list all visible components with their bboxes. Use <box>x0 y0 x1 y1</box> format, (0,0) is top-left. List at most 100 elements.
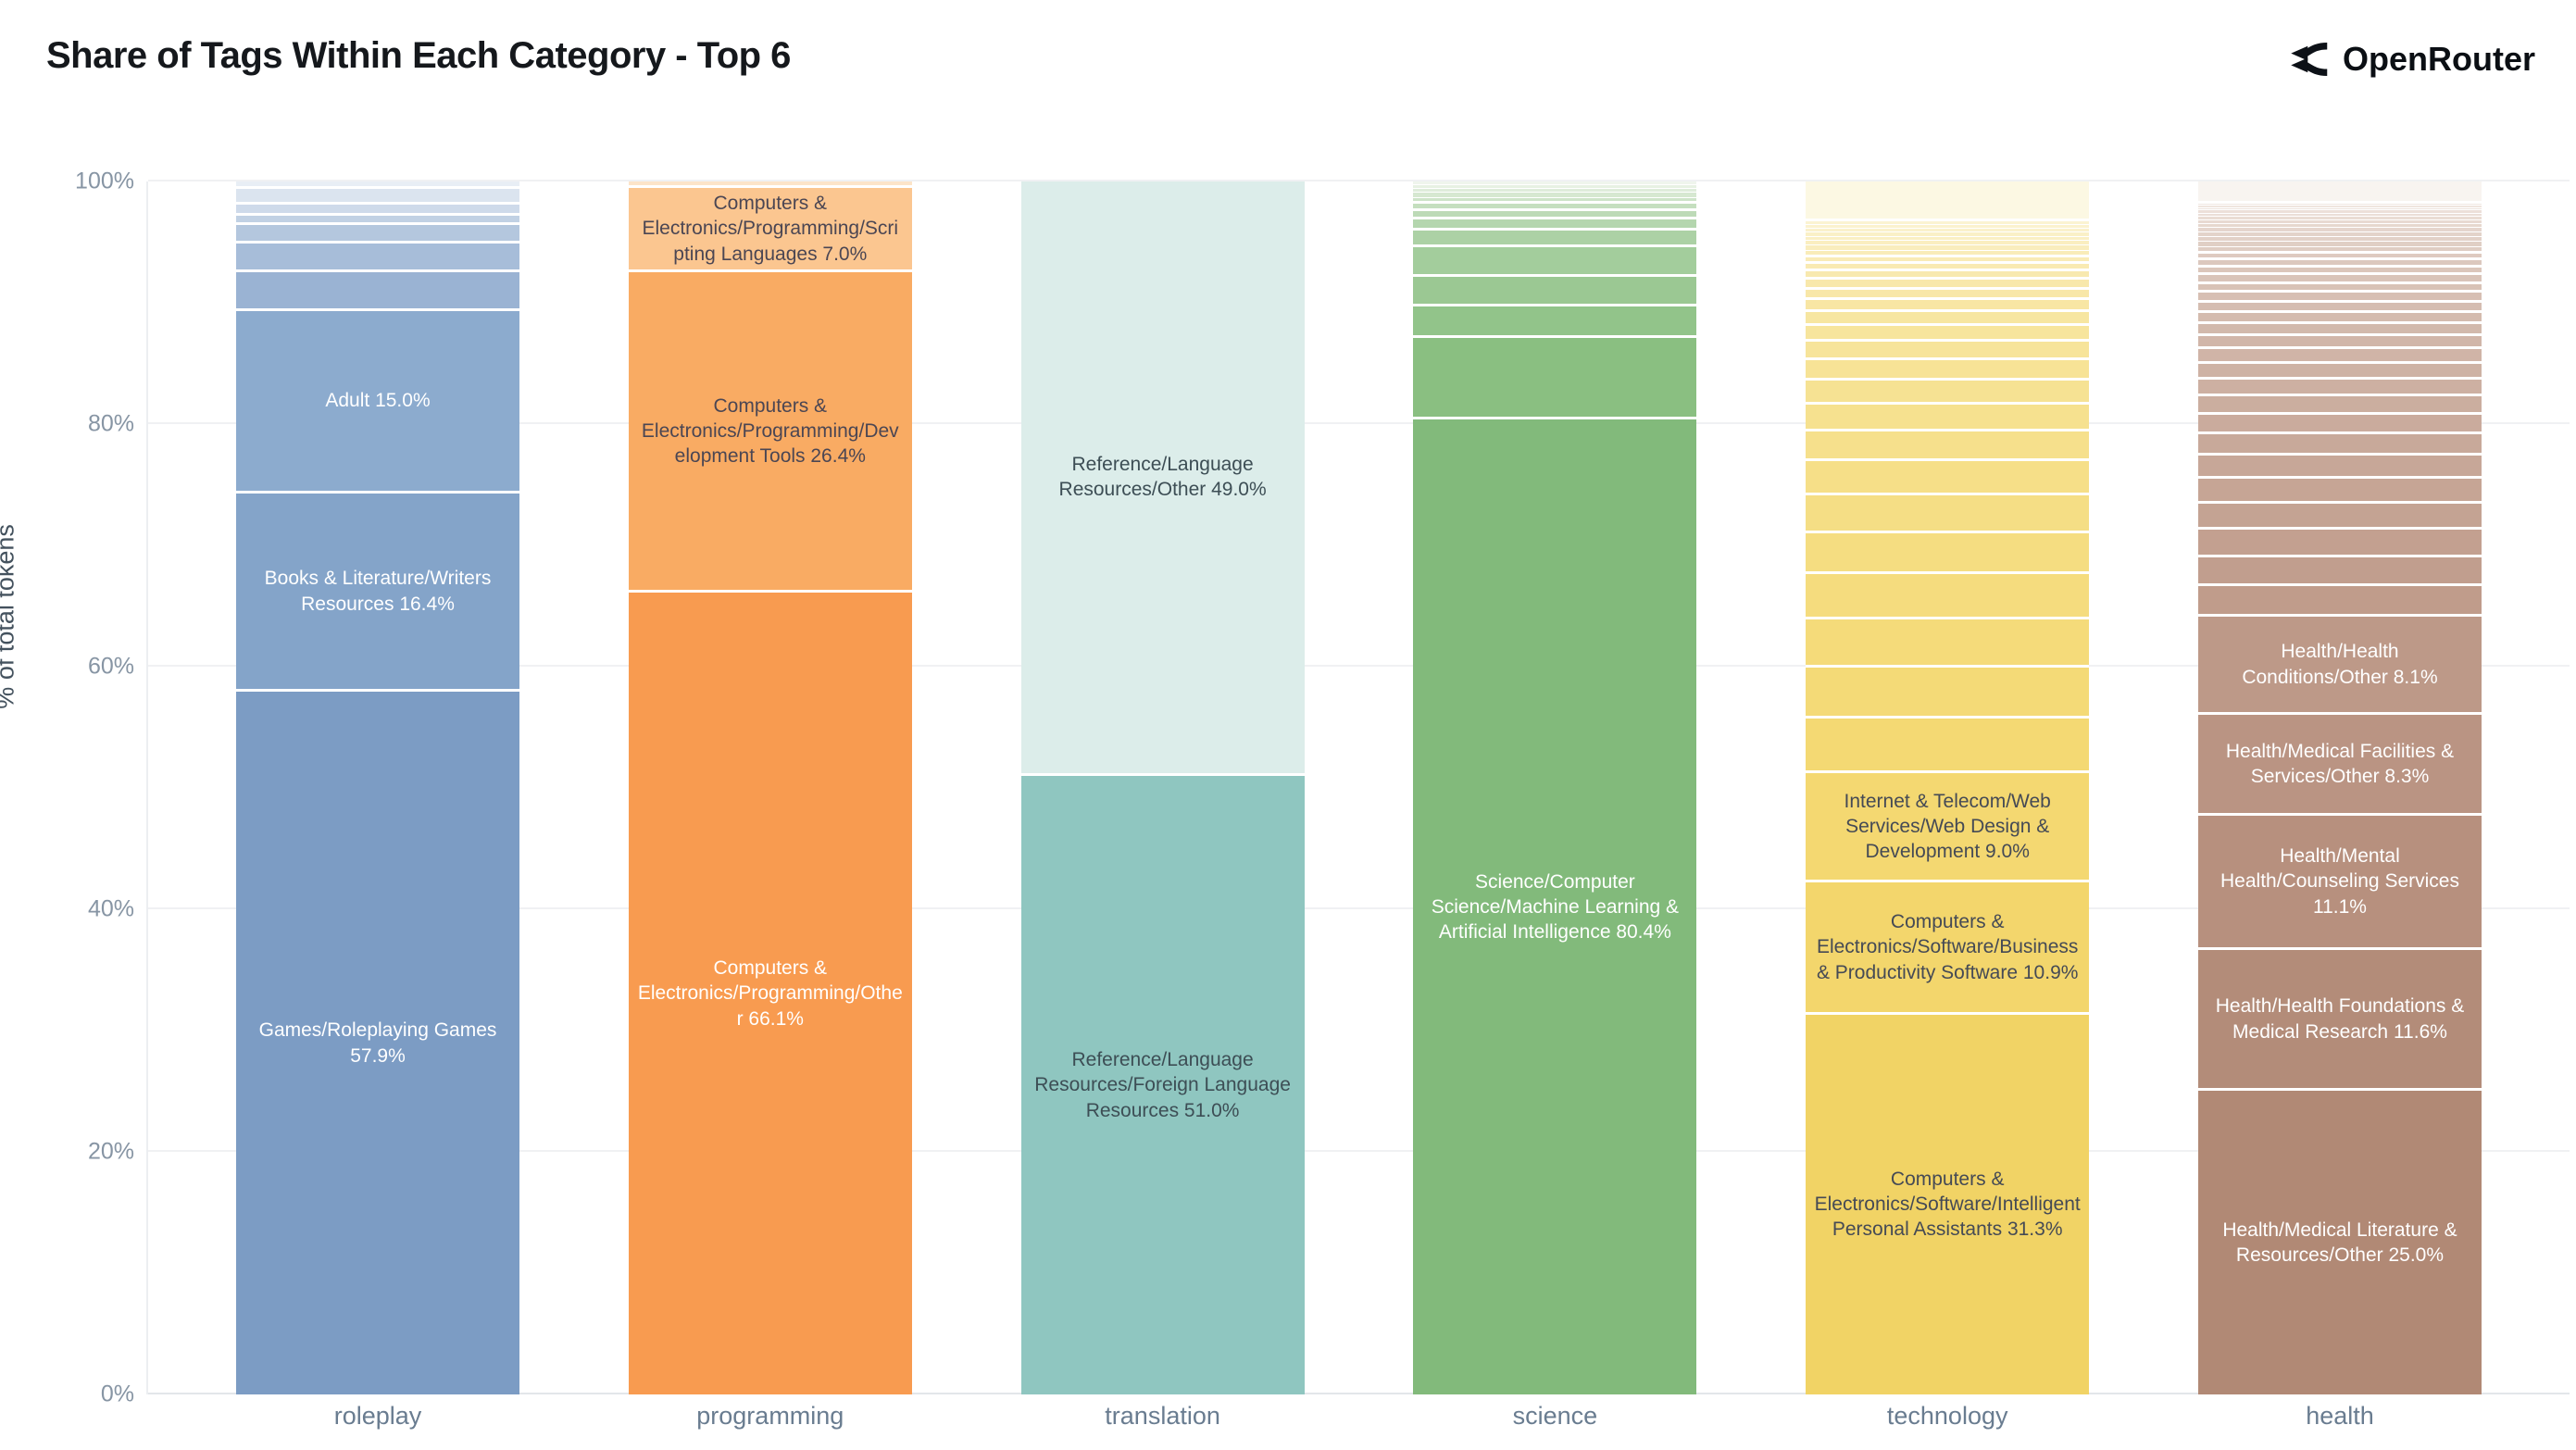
bar-segment[interactable] <box>2197 216 2482 220</box>
bar-segment[interactable] <box>1806 225 2090 230</box>
bar-segment[interactable] <box>236 188 519 205</box>
bar-segment[interactable] <box>1413 188 1697 194</box>
bar-segment[interactable] <box>1806 256 2090 265</box>
bar-segment[interactable]: Health/Mental Health/Counseling Services… <box>2197 815 2482 951</box>
bar-segment[interactable] <box>1413 184 1697 189</box>
bar-segment[interactable] <box>2197 478 2482 504</box>
bar-segment[interactable] <box>1806 264 2090 271</box>
bar-segment[interactable] <box>2197 503 2482 531</box>
bar-segment[interactable]: Reference/Language Resources/Other 49.0% <box>1020 181 1305 776</box>
bar-segment[interactable] <box>1413 219 1697 231</box>
bar-segment[interactable] <box>2197 267 2482 276</box>
bar-segment[interactable] <box>1806 181 2090 222</box>
bar-segment[interactable] <box>2197 414 2482 434</box>
bar-segment[interactable] <box>2197 242 2482 248</box>
bar-segment[interactable] <box>236 272 519 312</box>
bar-segment[interactable] <box>1806 532 2090 575</box>
bar-segment[interactable] <box>1806 668 2090 719</box>
bar-segment[interactable] <box>1806 280 2090 290</box>
bar-segment[interactable]: Health/Health Foundations & Medical Rese… <box>2197 950 2482 1092</box>
bar-segment[interactable] <box>1806 245 2090 252</box>
bar-segment[interactable] <box>236 243 519 273</box>
bar-segment[interactable] <box>1806 381 2090 405</box>
bar-segment[interactable]: Health/Medical Literature & Resources/Ot… <box>2197 1091 2482 1394</box>
bar-segment[interactable] <box>2197 253 2482 261</box>
bar-segment[interactable] <box>1413 181 1697 185</box>
bar-segment[interactable] <box>1413 193 1697 198</box>
bar-segment[interactable] <box>2197 231 2482 238</box>
bar-segment[interactable] <box>1413 197 1697 205</box>
bar-segment[interactable] <box>1806 619 2090 669</box>
bar-segment[interactable] <box>2197 530 2482 558</box>
bar-segment[interactable] <box>1806 326 2090 343</box>
bar-segment[interactable] <box>2197 363 2482 380</box>
bar-segment[interactable] <box>2197 260 2482 268</box>
bar-segment[interactable] <box>1413 204 1697 212</box>
bar-segment[interactable] <box>2197 207 2482 211</box>
bar-segment[interactable]: Adult 15.0% <box>236 311 519 494</box>
bar-segment[interactable] <box>1413 230 1697 248</box>
bar-segment[interactable] <box>1806 404 2090 431</box>
bar-segment[interactable] <box>2197 213 2482 217</box>
bar-segment[interactable] <box>1806 221 2090 226</box>
bar-segment[interactable] <box>1806 229 2090 232</box>
bar-segment[interactable] <box>2197 455 2482 479</box>
bar-segment[interactable] <box>1413 276 1697 307</box>
bar-segment[interactable] <box>2197 237 2482 243</box>
bar-segment[interactable] <box>2197 433 2482 456</box>
bar-segment[interactable] <box>2197 312 2482 324</box>
bar-segment[interactable] <box>1413 306 1697 339</box>
bar-segment[interactable] <box>1806 312 2090 327</box>
bar-segment[interactable] <box>2197 247 2482 254</box>
bar-segment[interactable] <box>1806 236 2090 242</box>
bar-segment[interactable] <box>1806 270 2090 281</box>
bar-segment[interactable] <box>236 215 519 226</box>
bar-segment[interactable] <box>2197 219 2482 224</box>
bar-segment[interactable] <box>1806 431 2090 462</box>
bar-segment[interactable]: Books & Literature/Writers Resources 16.… <box>236 493 519 693</box>
bar-segment[interactable] <box>1806 300 2090 313</box>
bar-segment[interactable] <box>2197 283 2482 294</box>
bar-segment[interactable] <box>1806 574 2090 619</box>
bar-segment[interactable] <box>2197 210 2482 214</box>
bar-segment[interactable] <box>1806 241 2090 246</box>
bar-segment[interactable] <box>236 225 519 244</box>
bar-segment[interactable] <box>1413 247 1697 277</box>
bar-segment[interactable]: Computers & Electronics/Software/Intelli… <box>1806 1014 2090 1394</box>
bar-segment[interactable] <box>2197 323 2482 336</box>
bar-segment[interactable] <box>2197 275 2482 284</box>
bar-segment[interactable] <box>1806 289 2090 301</box>
bar-segment[interactable]: Health/Medical Facilities & Services/Oth… <box>2197 715 2482 816</box>
bar-segment[interactable] <box>1806 360 2090 381</box>
bar-segment[interactable] <box>2197 302 2482 313</box>
bar-segment[interactable]: Internet & Telecom/Web Services/Web Desi… <box>1806 773 2090 882</box>
bar-segment[interactable]: Games/Roleplaying Games 57.9% <box>236 692 519 1394</box>
bar-segment[interactable] <box>2197 223 2482 229</box>
bar-segment[interactable] <box>628 181 912 188</box>
bar-segment[interactable]: Science/Computer Science/Machine Learnin… <box>1413 419 1697 1394</box>
bar-segment[interactable]: Computers & Electronics/Programming/Othe… <box>628 593 912 1394</box>
bar-segment[interactable] <box>2197 203 2482 206</box>
bar-segment[interactable]: Computers & Electronics/Programming/Scri… <box>628 187 912 273</box>
bar-segment[interactable] <box>1413 338 1697 420</box>
bar-segment[interactable] <box>1413 211 1697 220</box>
bar-segment[interactable] <box>2197 181 2482 204</box>
bar-segment[interactable]: Computers & Electronics/Software/Busines… <box>1806 881 2090 1015</box>
bar-segment[interactable]: Reference/Language Resources/Foreign Lan… <box>1020 775 1305 1394</box>
bar-segment[interactable] <box>1806 231 2090 237</box>
bar-segment[interactable] <box>1806 461 2090 496</box>
bar-segment[interactable] <box>1806 342 2090 361</box>
bar-segment[interactable] <box>1806 495 2090 533</box>
bar-segment[interactable] <box>2197 349 2482 364</box>
bar-segment[interactable] <box>236 204 519 216</box>
bar-segment[interactable] <box>2197 396 2482 415</box>
bar-segment[interactable] <box>2197 379 2482 397</box>
bar-segment[interactable] <box>2197 586 2482 618</box>
bar-segment[interactable]: Computers & Electronics/Programming/Deve… <box>628 272 912 594</box>
bar-segment[interactable] <box>2197 293 2482 303</box>
bar-segment[interactable] <box>2197 557 2482 587</box>
bar-segment[interactable] <box>236 181 519 189</box>
bar-segment[interactable] <box>2197 228 2482 232</box>
bar-segment[interactable] <box>1806 719 2090 774</box>
bar-segment[interactable] <box>2197 335 2482 350</box>
